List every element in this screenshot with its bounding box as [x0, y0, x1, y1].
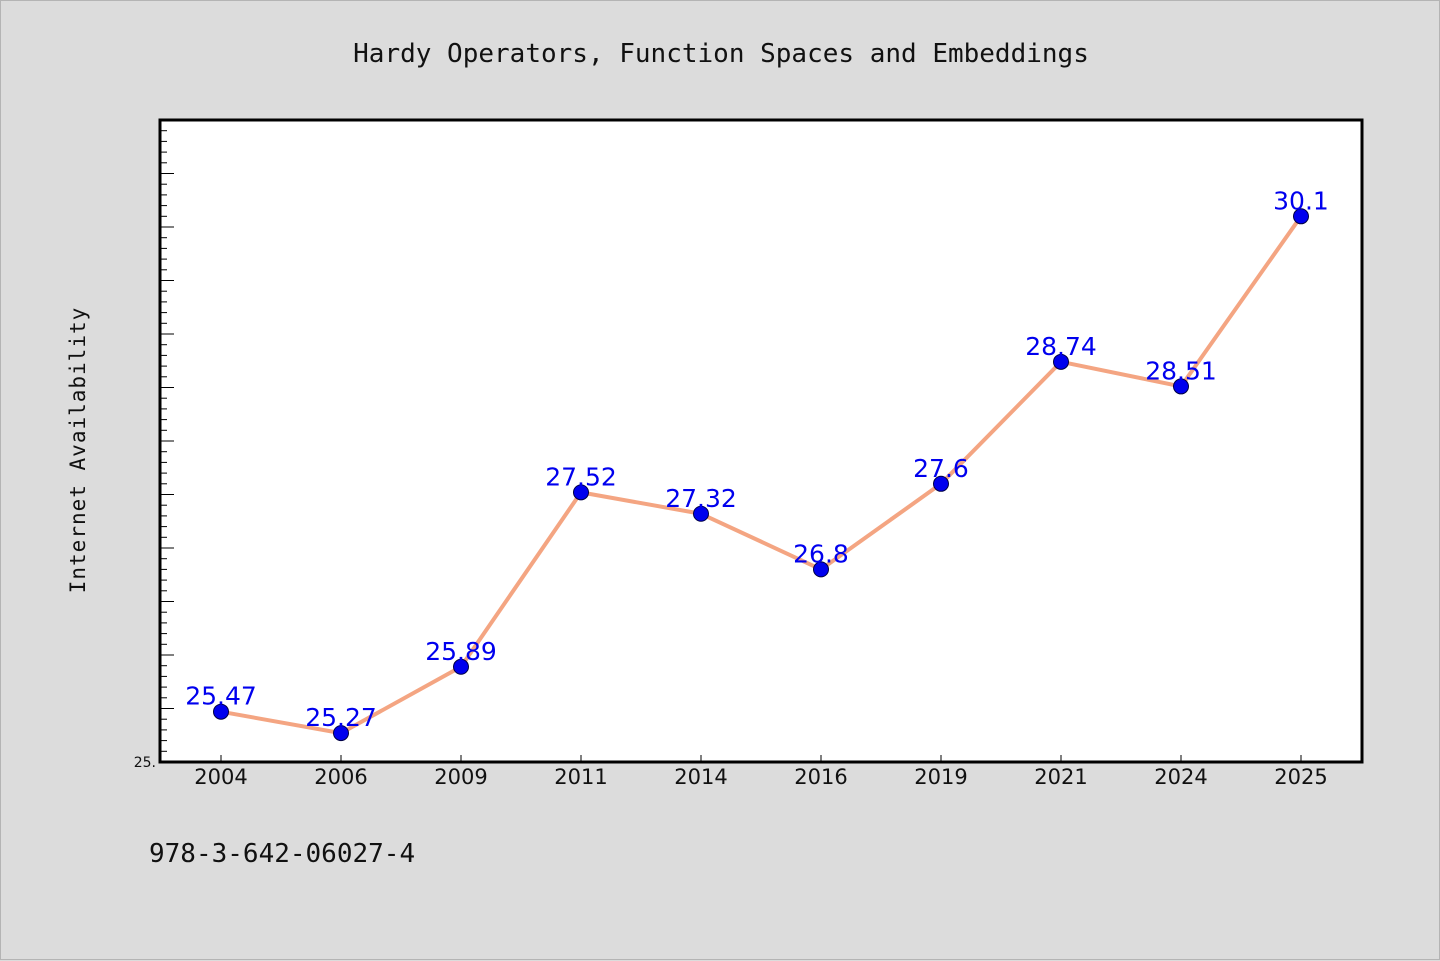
data-label: 25.89: [425, 637, 497, 666]
data-label: 27.32: [665, 484, 737, 513]
data-label: 26.8: [793, 539, 849, 568]
x-axis-ticks: 2004 2006 2009 2011 2014 2016 2019 2021 2024 2025: [194, 755, 1328, 789]
data-label: 25.27: [305, 703, 377, 732]
plot-area: [158, 118, 1364, 764]
series-line: [219, 214, 1303, 736]
series-line-group: [219, 214, 1303, 736]
footer-isbn: 978-3-642-06027-4: [149, 839, 415, 869]
x-tick-label: 2019: [914, 765, 967, 789]
data-point: [1053, 353, 1069, 370]
data-point: [813, 561, 829, 578]
data-point: [693, 505, 709, 522]
data-point: [573, 484, 589, 501]
y-axis-label: Internet Availability: [66, 307, 90, 594]
x-tick-label: 2011: [554, 765, 607, 789]
x-tick-label: 2016: [794, 765, 847, 789]
data-labels-group: 25.47 25.27 25.89 27.52 27.32 26.8 27.6 28.74 28…: [185, 186, 1329, 732]
y-tick-label: 25.: [134, 755, 156, 771]
chart-title: Hardy Operators, Function Spaces and Emb…: [353, 39, 1089, 69]
data-label: 27.6: [913, 454, 969, 483]
markers-group: [213, 208, 1309, 742]
data-label: 25.47: [185, 682, 257, 711]
data-label: 27.52: [545, 462, 617, 491]
x-tick-label: 2006: [314, 765, 367, 789]
data-point: [453, 658, 469, 675]
x-tick-label: 2014: [674, 765, 727, 789]
data-point: [1293, 208, 1309, 225]
y-axis-ticks: 25.: [134, 119, 174, 771]
data-label: 28.74: [1025, 332, 1097, 361]
data-point: [333, 725, 349, 742]
x-tick-label: 2004: [194, 765, 247, 789]
data-point: [933, 475, 949, 492]
data-point: [213, 703, 229, 720]
x-tick-label: 2025: [1274, 765, 1327, 789]
x-tick-label: 2021: [1034, 765, 1087, 789]
data-point: [1173, 378, 1189, 395]
x-tick-label: 2024: [1154, 765, 1207, 789]
data-label: 30.1: [1273, 186, 1329, 215]
x-tick-label: 2009: [434, 765, 487, 789]
data-label: 28.51: [1145, 356, 1217, 385]
